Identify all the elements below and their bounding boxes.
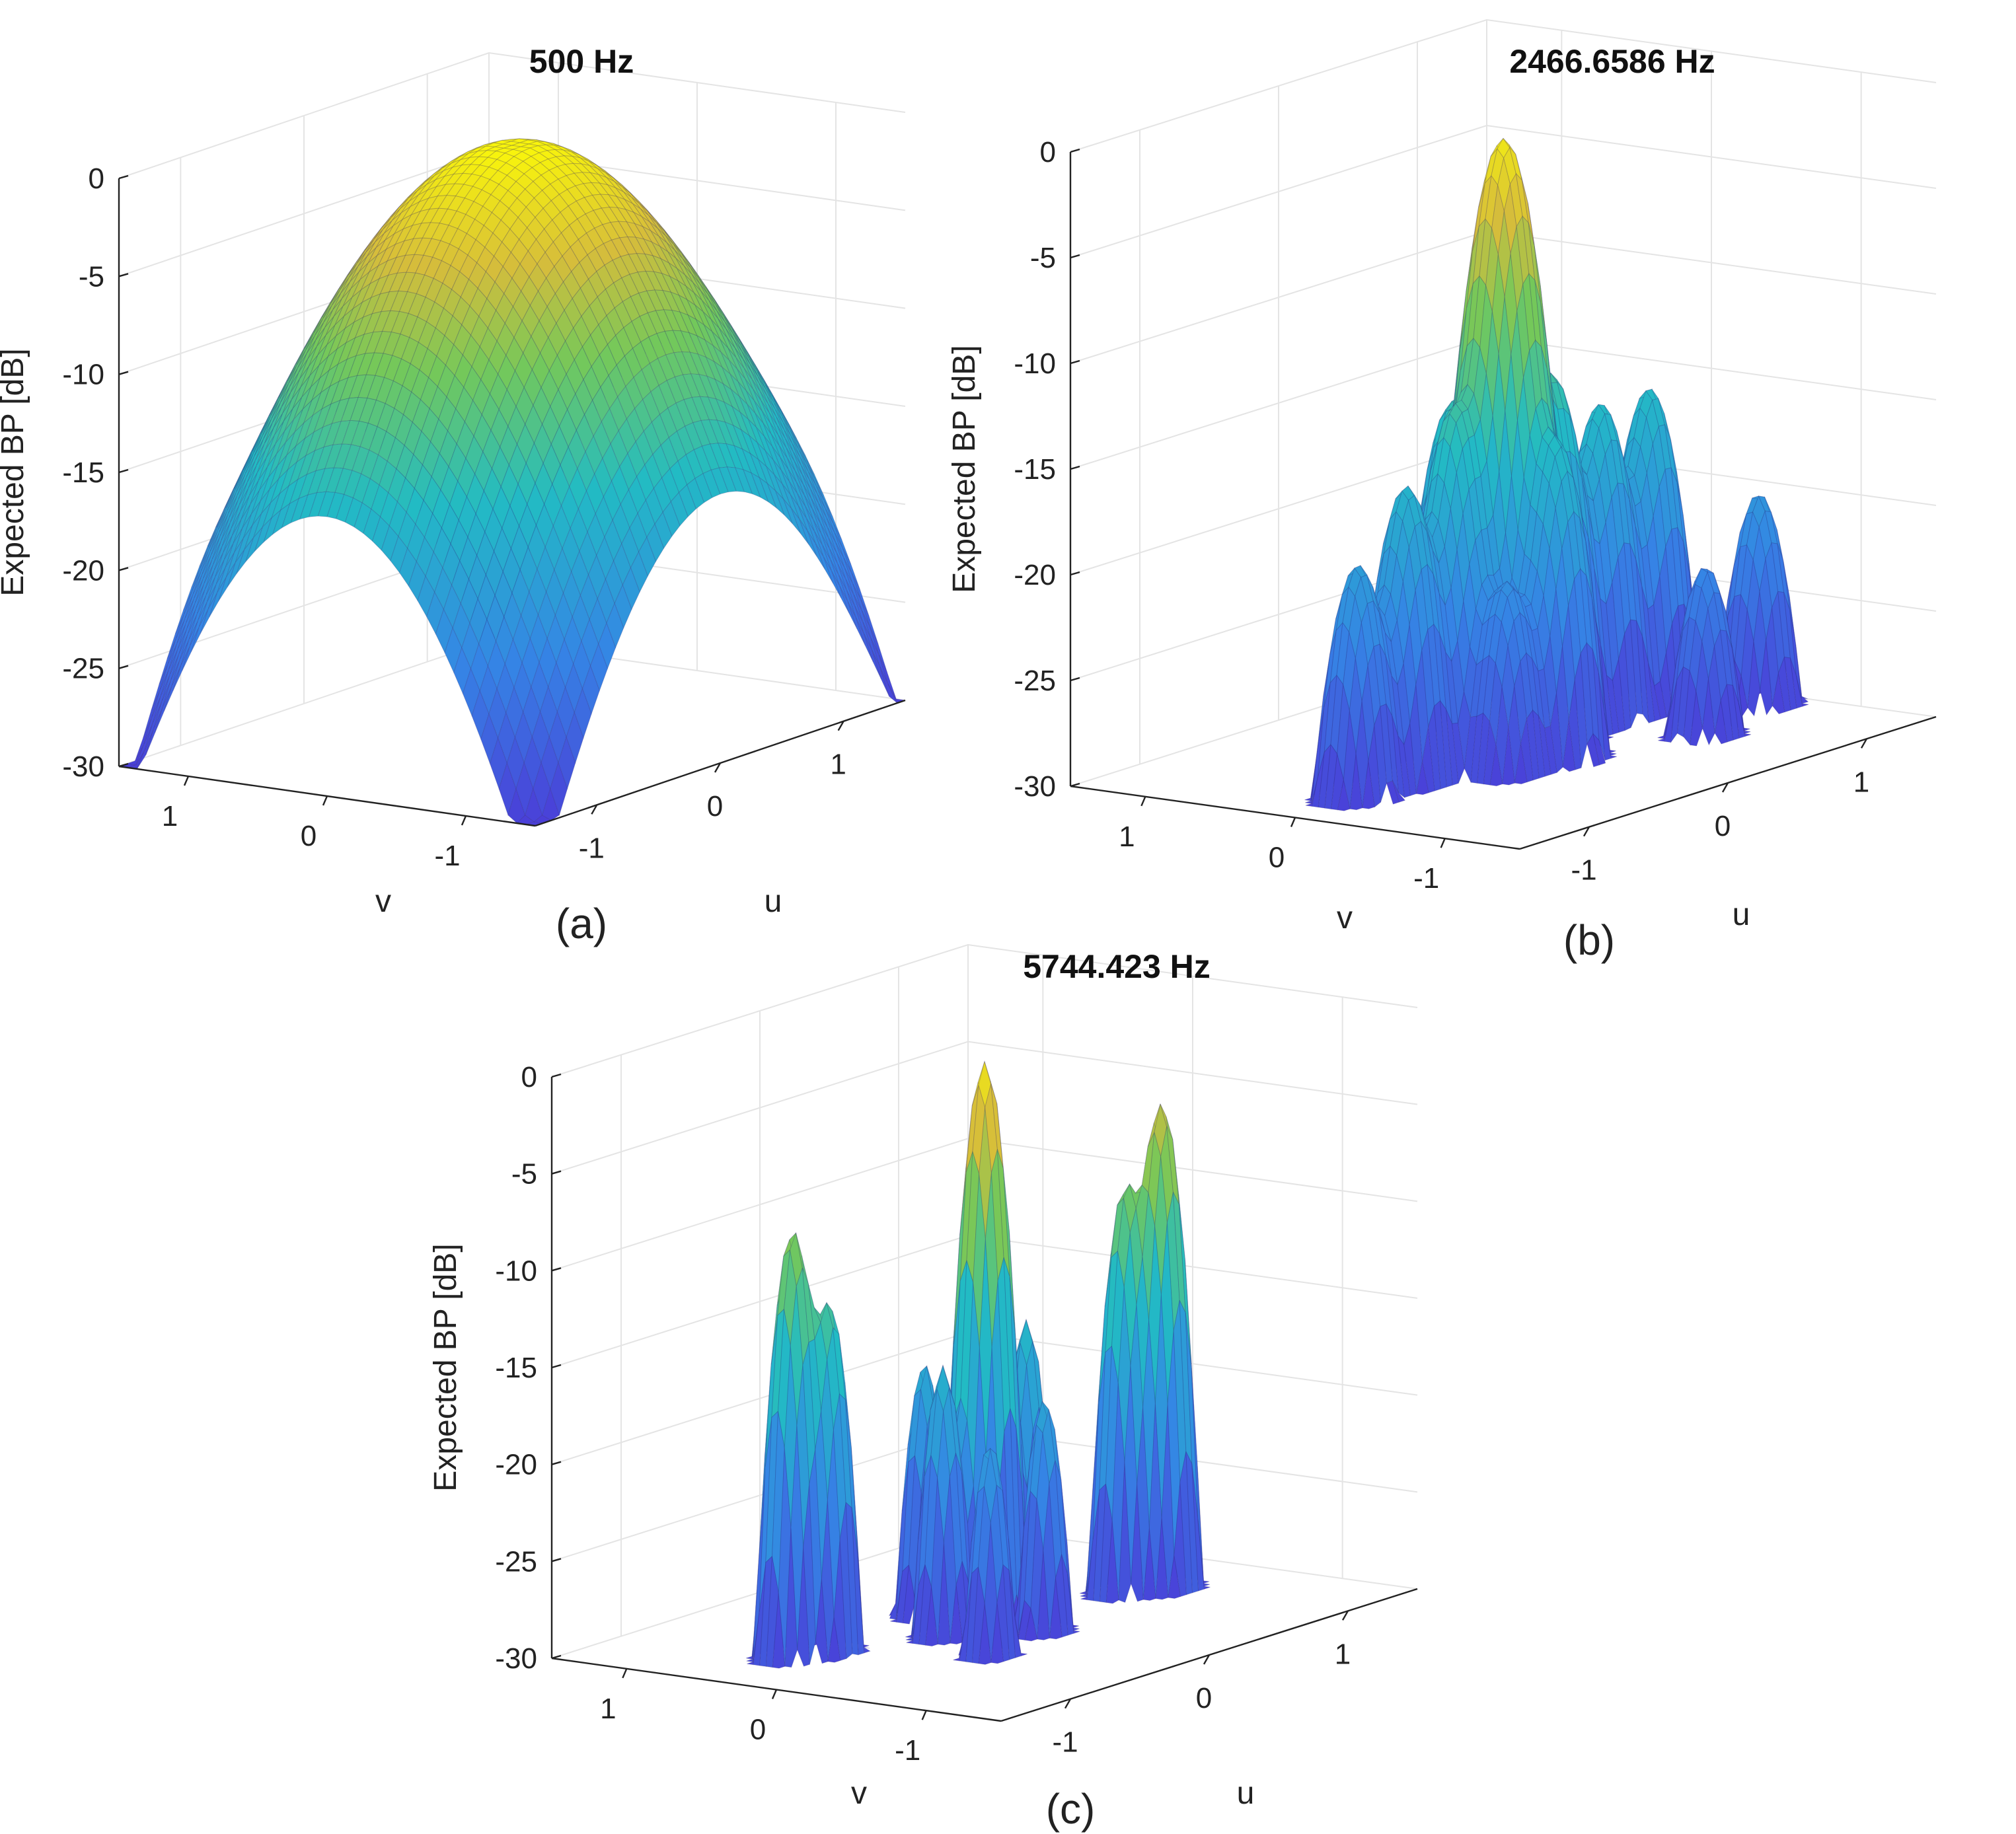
- v-tick-mark: [183, 776, 190, 786]
- v-tick-label: 1: [600, 1693, 616, 1725]
- panel-label: (c): [1046, 1785, 1096, 1833]
- z-tick-mark: [1070, 254, 1080, 259]
- z-tick-mark: [118, 273, 129, 277]
- z-tick-label: -10: [1014, 348, 1056, 380]
- v-tick-mark: [1440, 838, 1446, 848]
- u-axis-label: u: [765, 884, 782, 919]
- u-tick-label: -1: [579, 832, 605, 864]
- chart-title: 5744.423 Hz: [1023, 948, 1211, 985]
- z-tick-label: -5: [511, 1158, 537, 1191]
- z-axis-label: Expected BP [dB]: [0, 348, 30, 596]
- v-tick-mark: [322, 795, 328, 806]
- v-axis-label: v: [851, 1776, 867, 1811]
- u-tick-mark: [714, 762, 722, 773]
- z-tick-mark: [551, 1558, 562, 1562]
- z-tick-mark: [551, 1170, 562, 1175]
- z-tick-label: -15: [495, 1352, 537, 1384]
- z-axis-label: Expected BP [dB]: [947, 345, 982, 593]
- z-tick-label: 0: [1040, 136, 1056, 168]
- z-tick-mark: [118, 174, 129, 180]
- z-tick-label: -30: [1014, 770, 1056, 803]
- z-tick-label: -30: [62, 751, 104, 783]
- v-axis-label: v: [375, 884, 391, 919]
- z-tick-label: -5: [79, 260, 104, 293]
- u-tick-label: -1: [1052, 1726, 1078, 1759]
- z-tick-mark: [1070, 359, 1080, 365]
- v-tick-label: -1: [895, 1734, 920, 1767]
- z-tick-label: -15: [62, 457, 104, 489]
- u-axis-label: u: [1237, 1776, 1255, 1811]
- z-tick-mark: [551, 1267, 562, 1272]
- z-tick-label: -10: [62, 359, 104, 391]
- v-tick-mark: [921, 1710, 927, 1720]
- grid-line-z: [551, 943, 1418, 1078]
- z-tick-mark: [551, 1364, 562, 1369]
- z-tick-mark: [1070, 782, 1080, 788]
- v-tick-label: 1: [1119, 821, 1135, 853]
- z-tick-mark: [118, 371, 129, 375]
- z-tick-mark: [551, 1461, 562, 1465]
- z-tick-mark: [1070, 571, 1080, 576]
- v-tick-mark: [1290, 817, 1296, 827]
- u-tick-label: 0: [1715, 810, 1731, 842]
- z-tick-label: -20: [62, 554, 104, 587]
- v-tick-mark: [461, 815, 467, 826]
- chart-title: 500 Hz: [529, 43, 634, 80]
- surface-mesh: [118, 138, 906, 826]
- v-tick-label: 0: [750, 1714, 766, 1746]
- v-axis-label: v: [1337, 900, 1353, 935]
- z-tick-mark: [1070, 677, 1080, 682]
- z-tick-label: -25: [495, 1545, 537, 1578]
- z-tick-label: -25: [62, 653, 104, 685]
- v-tick-label: -1: [434, 840, 460, 872]
- z-tick-label: -20: [1014, 559, 1056, 591]
- surface-mesh: [745, 1060, 1211, 1669]
- z-tick-mark: [551, 1654, 562, 1660]
- z-tick-label: 0: [521, 1061, 537, 1093]
- u-tick-label: 0: [707, 790, 723, 823]
- z-tick-mark: [1070, 465, 1080, 470]
- z-tick-label: -25: [1014, 665, 1056, 697]
- z-axis-label: Expected BP [dB]: [428, 1243, 463, 1491]
- z-tick-label: -15: [1014, 453, 1056, 486]
- z-tick-mark: [118, 665, 129, 669]
- z-tick-mark: [118, 567, 129, 571]
- u-tick-label: 1: [1335, 1638, 1351, 1670]
- u-tick-label: 0: [1196, 1682, 1212, 1714]
- z-tick-label: -5: [1030, 242, 1056, 274]
- u-tick-mark: [591, 804, 598, 815]
- u-tick-label: 1: [1853, 766, 1869, 798]
- z-tick-mark: [118, 762, 129, 768]
- v-tick-mark: [622, 1668, 628, 1679]
- chart-title: 2466.6586 Hz: [1509, 43, 1715, 80]
- surface-mesh: [1304, 137, 1809, 811]
- z-tick-label: -30: [495, 1642, 537, 1675]
- v-tick-mark: [771, 1689, 778, 1699]
- v-tick-label: 0: [1269, 842, 1285, 874]
- u-tick-mark: [837, 721, 844, 731]
- z-tick-label: -10: [495, 1255, 537, 1287]
- v-tick-mark: [1140, 796, 1146, 807]
- u-tick-label: -1: [1571, 854, 1596, 887]
- z-tick-mark: [551, 1073, 562, 1078]
- z-tick-mark: [118, 468, 129, 474]
- z-tick-mark: [1070, 148, 1080, 153]
- panel-label: (b): [1563, 916, 1615, 964]
- v-tick-label: 0: [301, 820, 317, 852]
- z-tick-label: 0: [89, 163, 104, 195]
- v-tick-label: -1: [1413, 862, 1439, 895]
- z-tick-label: -20: [495, 1449, 537, 1481]
- v-tick-label: 1: [162, 800, 178, 832]
- u-axis-label: u: [1733, 897, 1750, 932]
- grid-line-z: [1070, 18, 1937, 153]
- u-tick-label: 1: [830, 749, 846, 781]
- panel-label: (a): [556, 900, 607, 947]
